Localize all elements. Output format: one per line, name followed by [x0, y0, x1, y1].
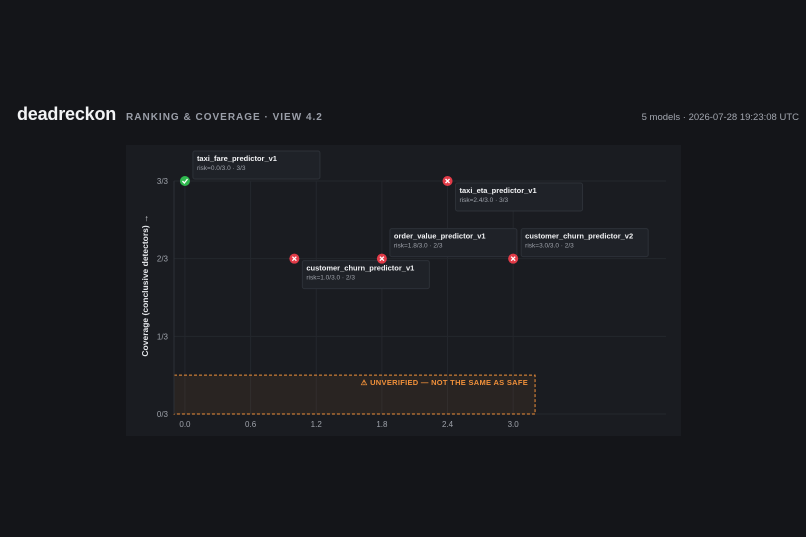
- cross-icon: [291, 256, 297, 262]
- cross-icon: [445, 178, 450, 184]
- point-label-name: customer_churn_predictor_v1: [306, 264, 414, 273]
- x-tick-label: 1.8: [376, 420, 388, 429]
- y-tick-label: 3/3: [157, 177, 169, 186]
- x-tick-label: 3.0: [508, 420, 520, 429]
- y-tick-label: 2/3: [157, 255, 169, 264]
- point-label-detail: risk=3.0/3.0 · 2/3: [525, 243, 574, 250]
- unverified-zone-label: ⚠ UNVERIFIED — NOT THE SAME AS SAFE: [361, 378, 528, 387]
- point-label-detail: risk=1.0/3.0 · 2/3: [306, 275, 355, 282]
- point-label-box: [389, 228, 518, 258]
- data-point: [179, 176, 190, 186]
- point-label-name: customer_churn_predictor_v2: [525, 232, 633, 241]
- x-tick-label: 0.6: [245, 420, 257, 429]
- point-label-name: taxi_eta_predictor_v1: [460, 186, 537, 195]
- cross-icon: [510, 256, 516, 262]
- view-title: RANKING & COVERAGE · VIEW 4.2: [126, 112, 323, 123]
- y-tick-label: 0/3: [157, 410, 169, 419]
- x-tick-label: 0.0: [179, 420, 191, 429]
- point-label-box: [192, 150, 321, 180]
- point-label-name: taxi_fare_predictor_v1: [197, 154, 277, 163]
- point-label-box: [301, 260, 430, 290]
- point-label-detail: risk=2.4/3.0 · 3/3: [460, 197, 509, 204]
- point-label-box: [520, 228, 649, 258]
- run-meta: 5 models · 2026-07-28 19:23:08 UTC: [641, 112, 799, 123]
- y-axis-title: Coverage (conclusive detectors) →: [140, 214, 150, 356]
- point-label-detail: risk=0.0/3.0 · 3/3: [197, 165, 246, 172]
- x-tick-label: 1.2: [311, 420, 323, 429]
- chart-panel: ⚠ UNVERIFIED — NOT THE SAME AS SAFE 0.0 0.…: [126, 145, 681, 436]
- unverified-zone: [173, 374, 536, 415]
- point-label-box: [455, 182, 584, 212]
- app-header: deadreckon RANKING & COVERAGE · VIEW 4.2…: [17, 104, 799, 128]
- x-tick-label: 2.4: [442, 420, 454, 429]
- cross-icon: [379, 256, 385, 262]
- check-icon: [181, 178, 189, 184]
- y-tick-label: 1/3: [157, 332, 169, 341]
- scatter-chart: ⚠ UNVERIFIED — NOT THE SAME AS SAFE 0.0 0.…: [140, 150, 666, 429]
- brand-logo: deadreckon: [17, 104, 117, 124]
- point-label-detail: risk=1.8/3.0 · 2/3: [394, 243, 443, 250]
- point-label-name: order_value_predictor_v1: [394, 232, 486, 241]
